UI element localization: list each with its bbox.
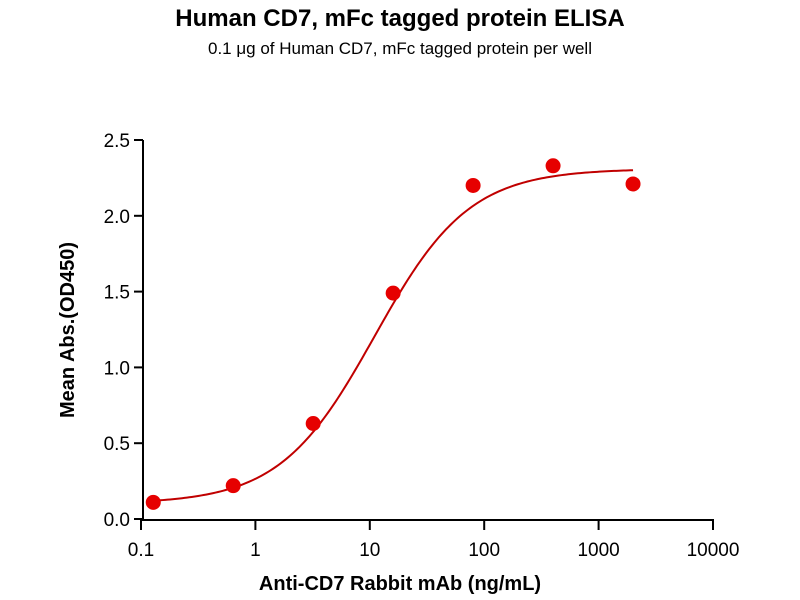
y-tick-label: 2.0 bbox=[104, 207, 130, 228]
chart-subtitle: 0.1 μg of Human CD7, mFc tagged protein … bbox=[208, 39, 592, 58]
data-point bbox=[385, 285, 401, 301]
y-axis-label: Mean Abs.(OD450) bbox=[57, 242, 79, 418]
y-tick-label: 2.5 bbox=[104, 131, 130, 152]
x-tick-label: 10 bbox=[359, 540, 380, 561]
data-points bbox=[145, 158, 641, 510]
y-ticks: 0.0 0.5 1.0 1.5 2.0 2.5 bbox=[104, 131, 143, 531]
data-point bbox=[465, 177, 481, 193]
data-point bbox=[225, 478, 241, 494]
data-point bbox=[145, 494, 161, 510]
x-axis-label: Anti-CD7 Rabbit mAb (ng/mL) bbox=[259, 573, 541, 595]
data-point bbox=[305, 415, 321, 431]
x-tick-label: 100 bbox=[468, 540, 500, 561]
data-point bbox=[625, 176, 641, 192]
y-tick-label: 1.0 bbox=[104, 358, 130, 379]
x-ticks: 0.1 1 10 100 1000 10000 bbox=[128, 520, 740, 561]
y-tick-label: 1.5 bbox=[104, 283, 130, 304]
x-tick-label: 1 bbox=[250, 540, 261, 561]
y-tick-label: 0.5 bbox=[104, 434, 130, 455]
x-tick-label: 1000 bbox=[577, 540, 619, 561]
y-tick-label: 0.0 bbox=[104, 510, 130, 531]
fit-curve bbox=[153, 169, 634, 502]
x-tick-label: 0.1 bbox=[128, 540, 154, 561]
data-point bbox=[545, 158, 561, 174]
chart-title: Human CD7, mFc tagged protein ELISA bbox=[175, 5, 624, 32]
axes bbox=[141, 140, 714, 521]
x-tick-label: 10000 bbox=[687, 540, 740, 561]
